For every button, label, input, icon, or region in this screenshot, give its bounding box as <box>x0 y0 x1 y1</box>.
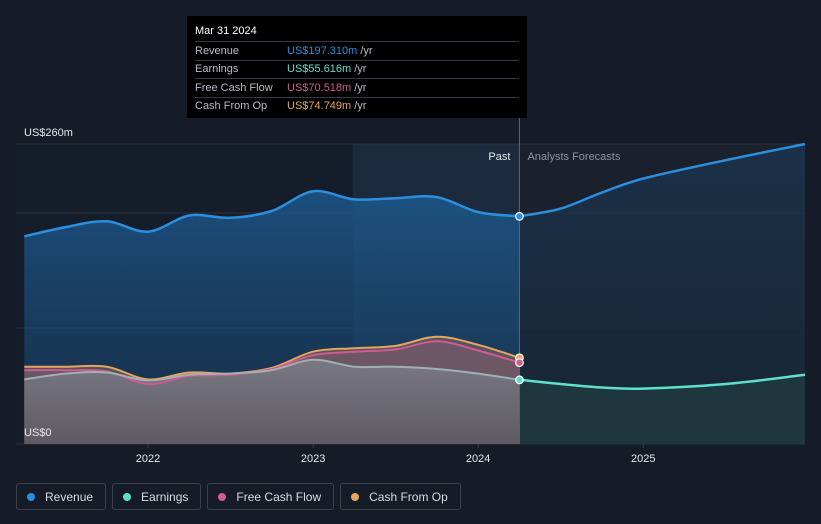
tooltip-label: Revenue <box>195 44 240 57</box>
x-tick-label: 2024 <box>466 453 490 465</box>
tooltip-label: Free Cash Flow <box>195 81 273 94</box>
tooltip-value: US$74.749m <box>287 100 352 113</box>
earnings-line <box>24 358 520 382</box>
tooltip-row-cash-from-op: Cash From Op US$74.749m /yr <box>195 96 519 116</box>
x-tick-label: 2022 <box>136 453 160 465</box>
earnings-forecast-line <box>519 373 806 391</box>
tooltip-unit: /yr <box>354 100 367 113</box>
x-tick-label: 2023 <box>301 453 325 465</box>
free-cash-flow-end-dot <box>515 358 524 368</box>
legend-label: Revenue <box>45 489 94 504</box>
earnings-forecast-area <box>519 374 805 444</box>
earnings-end-dot <box>515 375 524 385</box>
tooltip-unit: /yr <box>354 63 367 76</box>
revenue-end-dot <box>515 211 524 221</box>
chart-legend: Revenue Earnings Free Cash Flow Cash Fro… <box>16 483 461 510</box>
forecast-label: Analysts Forecasts <box>527 151 620 163</box>
tooltip-unit: /yr <box>354 81 367 94</box>
y-axis-bottom-label: US$0 <box>24 427 52 439</box>
tooltip-unit: /yr <box>360 44 373 57</box>
revenue-forecast-line <box>519 142 806 218</box>
cash-from-op-line <box>24 335 520 381</box>
tooltip-value: US$70.518m <box>287 81 352 94</box>
hover-tooltip: Mar 31 2024 Revenue US$197.310m /yr Earn… <box>187 16 527 118</box>
legend-label: Earnings <box>141 489 189 504</box>
legend-dot-icon <box>218 492 227 501</box>
legend-label: Cash From Op <box>369 489 448 504</box>
tooltip-row-revenue: Revenue US$197.310m /yr <box>195 41 519 60</box>
legend-dot-icon <box>27 492 35 501</box>
x-tick-label: 2025 <box>631 453 655 465</box>
tooltip-date: Mar 31 2024 <box>195 25 257 37</box>
past-label: Past <box>488 151 510 163</box>
legend-item-free-cash-flow[interactable]: Free Cash Flow <box>207 483 335 510</box>
tooltip-label: Cash From Op <box>195 100 268 113</box>
tooltip-row-earnings: Earnings US$55.616m /yr <box>195 59 519 79</box>
legend-item-cash-from-op[interactable]: Cash From Op <box>340 483 461 510</box>
legend-dot-icon <box>351 492 360 501</box>
revenue-forecast-area <box>519 144 805 444</box>
tooltip-row-free-cash-flow: Free Cash Flow US$70.518m /yr <box>195 78 519 97</box>
revenue-line <box>24 189 520 238</box>
tooltip-value: US$55.616m <box>287 63 352 76</box>
legend-label: Free Cash Flow <box>236 489 322 504</box>
tooltip-label: Earnings <box>195 63 239 76</box>
legend-item-earnings[interactable]: Earnings <box>112 483 202 510</box>
legend-dot-icon <box>123 492 132 501</box>
tooltip-value: US$197.310m <box>287 44 358 57</box>
legend-item-revenue[interactable]: Revenue <box>16 483 107 510</box>
y-axis-top-label: US$260m <box>24 127 73 139</box>
free-cash-flow-line <box>24 340 520 386</box>
